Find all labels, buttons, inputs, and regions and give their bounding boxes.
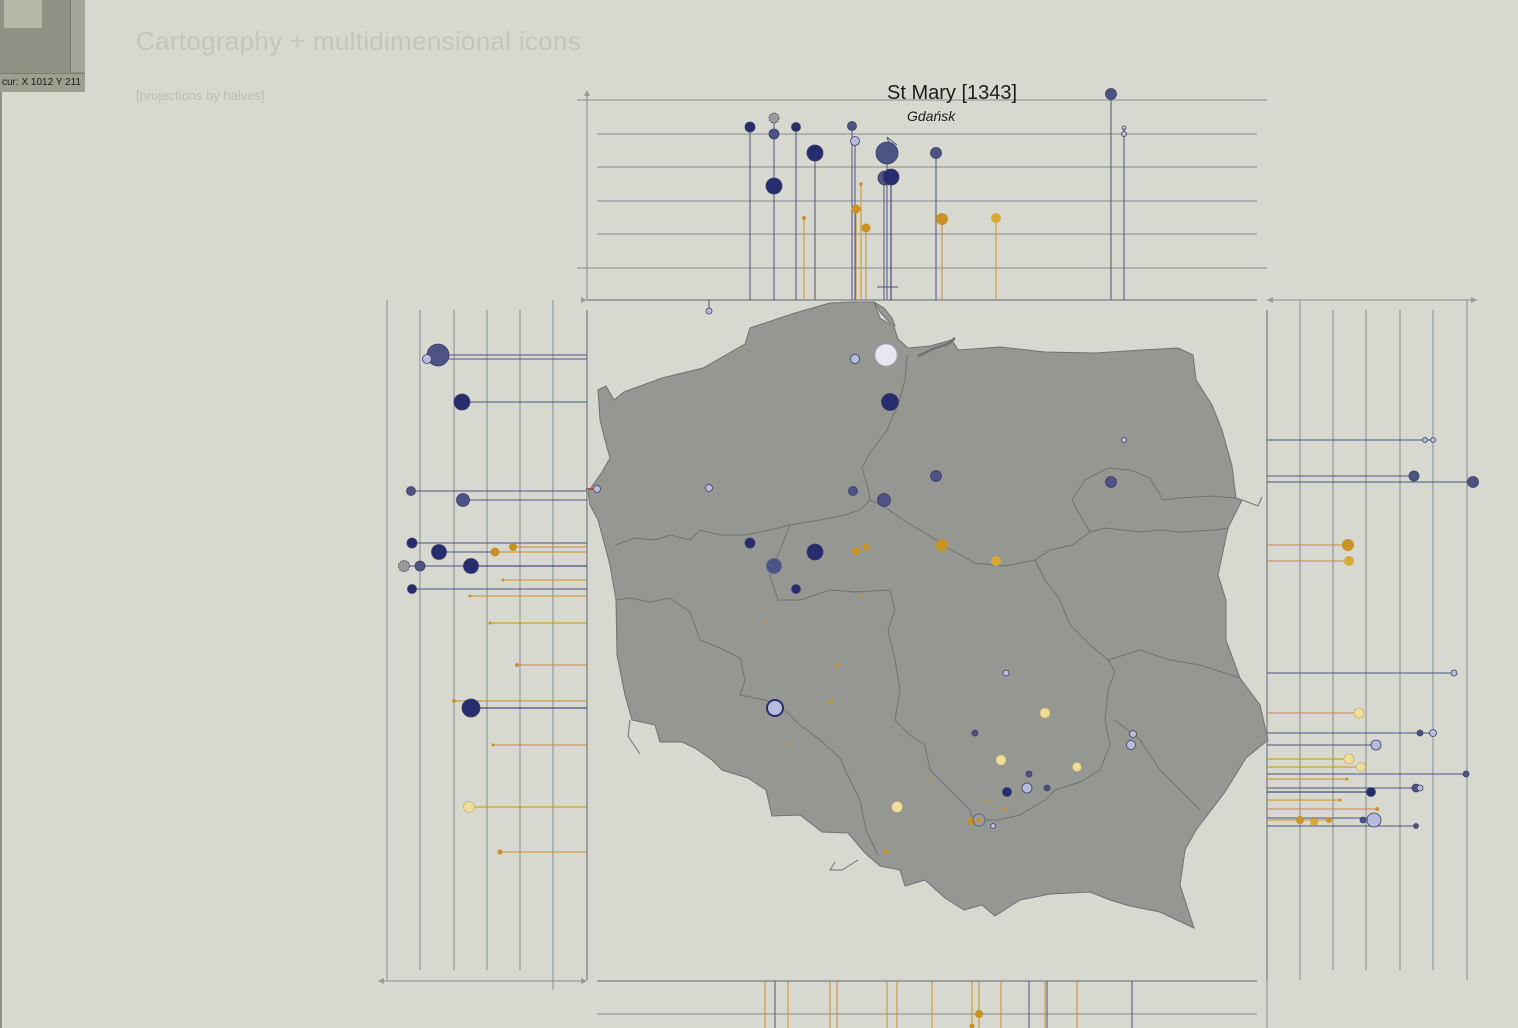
- top-markers[interactable]: [705, 88, 1127, 315]
- thumbnail-scrollbar[interactable]: [70, 0, 85, 72]
- selected-site-title: St Mary [1343]: [887, 82, 1018, 104]
- rivers: [627, 496, 1263, 871]
- overview-thumbnail[interactable]: cur: X 1012 Y 211: [0, 0, 85, 92]
- bottom-stems: [764, 981, 1133, 1028]
- cursor-readout: cur: X 1012 Y 211: [0, 73, 85, 92]
- top-stems: [708, 94, 1125, 311]
- poland-map[interactable]: [587, 301, 1269, 929]
- map-markers[interactable]: [593, 343, 1137, 855]
- bottom-projection-panel: [597, 980, 1268, 1028]
- bottom-markers[interactable]: [969, 1010, 984, 1028]
- top-projection-panel: [577, 92, 1267, 301]
- viewport-indicator[interactable]: [4, 0, 42, 28]
- left-stems: [404, 354, 587, 853]
- selected-site-city: Gdańsk: [907, 108, 956, 124]
- country-shape: [587, 301, 1269, 929]
- left-border: [0, 0, 2, 1028]
- right-markers[interactable]: [1296, 437, 1479, 829]
- page-subtitle: [projections by halves]: [136, 88, 265, 103]
- axis-arrows: [378, 90, 1477, 984]
- page-title: Cartography + multidimensional icons: [136, 26, 582, 56]
- hel-peninsula: [873, 301, 897, 328]
- left-markers[interactable]: [398, 343, 520, 855]
- right-projection-panel: [1266, 299, 1477, 980]
- vistula-spit: [917, 337, 956, 358]
- right-stems: [1267, 439, 1473, 827]
- left-projection-panel: [378, 300, 588, 990]
